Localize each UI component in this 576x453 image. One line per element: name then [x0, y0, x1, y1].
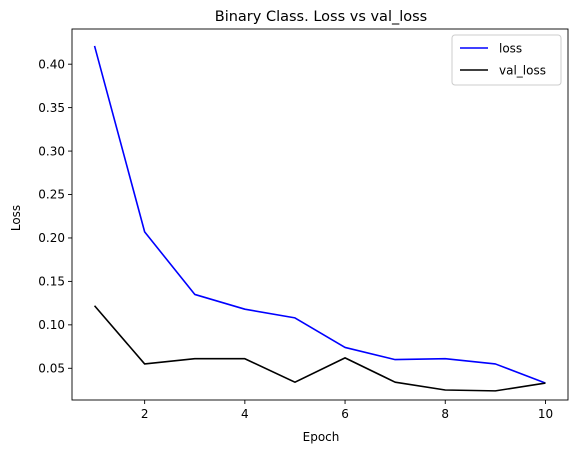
- series-line-loss: [93, 45, 546, 384]
- x-axis-label: Epoch: [303, 430, 340, 444]
- y-tick-label: 0.10: [38, 318, 65, 332]
- y-axis-label: Loss: [9, 205, 23, 231]
- y-tick-label: 0.25: [38, 188, 65, 202]
- x-tick-label: 6: [341, 407, 349, 421]
- y-tick-label: 0.05: [38, 361, 65, 375]
- x-tick-label: 2: [141, 407, 149, 421]
- x-tick-label: 10: [538, 407, 553, 421]
- plot-area: [71, 28, 569, 401]
- x-tick-label: 4: [241, 407, 249, 421]
- y-tick-label: 0.40: [38, 57, 65, 71]
- legend-label-val-loss: val_loss: [499, 63, 546, 77]
- axes-frame: [71, 28, 569, 401]
- y-tick-label: 0.20: [38, 231, 65, 245]
- legend: loss val_loss: [451, 34, 562, 86]
- x-tick-label: 8: [441, 407, 449, 421]
- y-tick-label: 0.35: [38, 101, 65, 115]
- y-tick-label: 0.15: [38, 275, 65, 289]
- series-line-val-loss: [93, 305, 546, 392]
- y-tick-label: 0.30: [38, 144, 65, 158]
- legend-label-loss: loss: [499, 41, 522, 55]
- y-axis: 0.05 0.10 0.15 0.20 0.25 0.30 0.35 0.40: [38, 57, 72, 375]
- chart-title: Binary Class. Loss vs val_loss: [215, 9, 427, 25]
- x-axis: 2 4 6 8 10: [141, 400, 553, 421]
